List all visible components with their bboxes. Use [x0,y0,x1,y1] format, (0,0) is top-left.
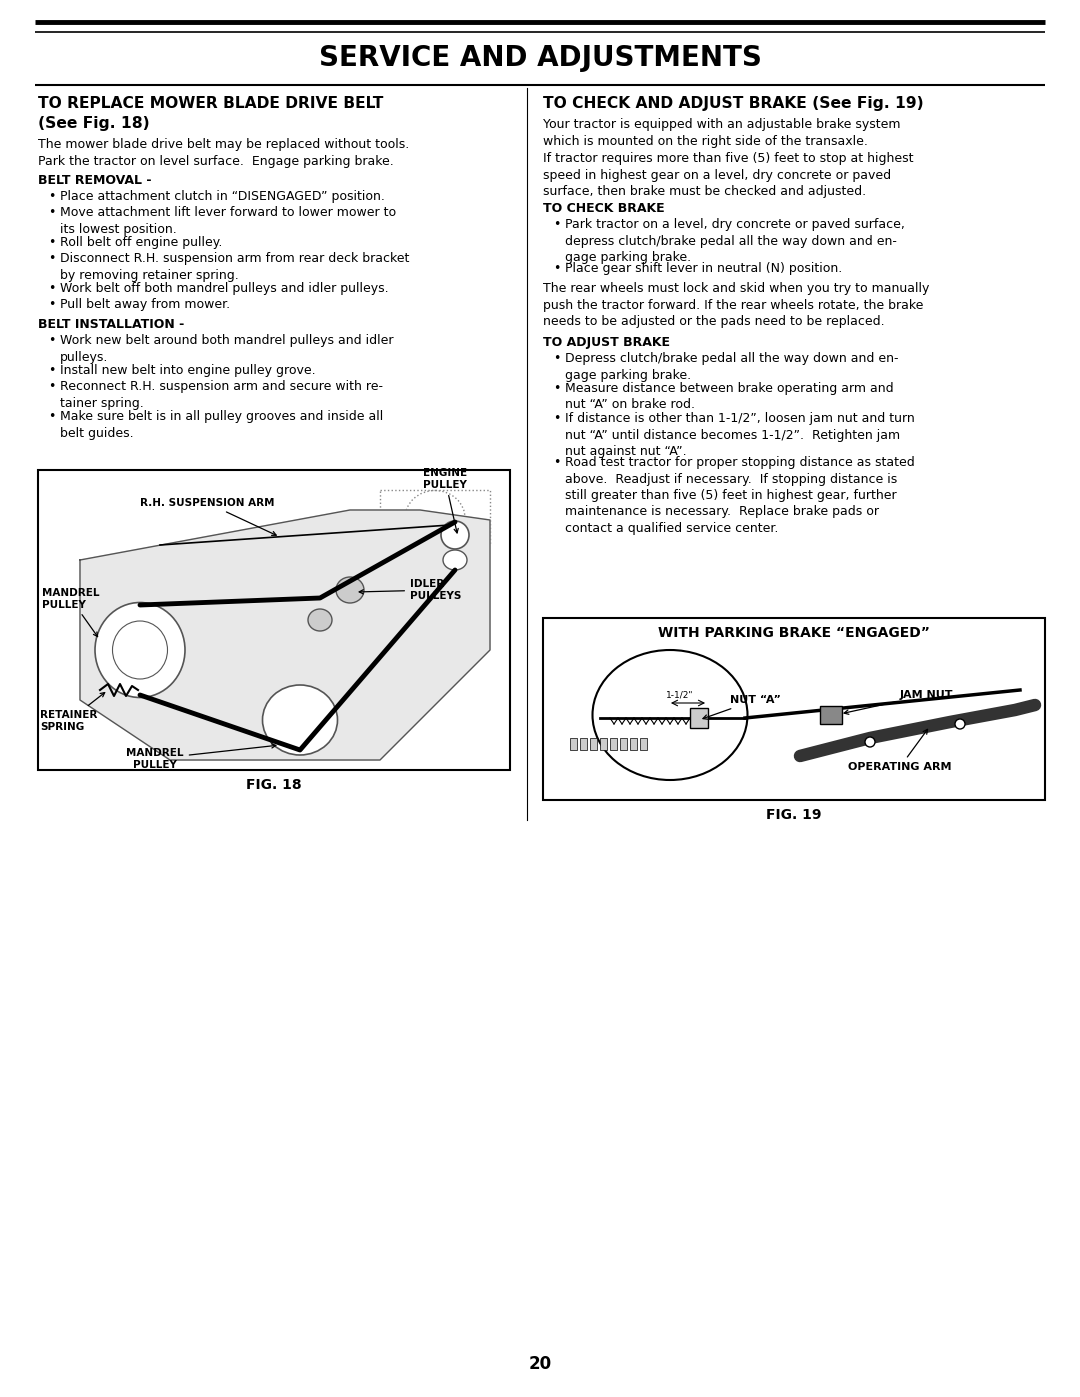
Bar [820,705,842,724]
Text: Your tractor is equipped with an adjustable brake system
which is mounted on the: Your tractor is equipped with an adjusta… [543,117,901,148]
Text: •: • [48,251,55,265]
Bar [570,738,577,750]
Text: •: • [553,381,561,395]
Text: SERVICE AND ADJUSTMENTS: SERVICE AND ADJUSTMENTS [319,43,761,73]
Ellipse shape [95,602,185,697]
Text: Place gear shift lever in neutral (N) position.: Place gear shift lever in neutral (N) po… [565,263,842,275]
Text: Reconnect R.H. suspension arm and secure with re-
tainer spring.: Reconnect R.H. suspension arm and secure… [60,380,383,409]
Text: FIG. 19: FIG. 19 [766,807,822,821]
Text: JAM NUT: JAM NUT [845,690,954,714]
Text: MANDREL
PULLEY: MANDREL PULLEY [42,588,99,637]
Text: MANDREL
PULLEY: MANDREL PULLEY [126,743,275,770]
Text: •: • [48,205,55,219]
Text: TO ADJUST BRAKE: TO ADJUST BRAKE [543,337,670,349]
Text: •: • [553,412,561,425]
Ellipse shape [308,609,332,631]
Polygon shape [80,510,490,760]
Text: 20: 20 [528,1355,552,1373]
Text: Move attachment lift lever forward to lower mower to
its lowest position.: Move attachment lift lever forward to lo… [60,205,396,236]
Text: ENGINE
PULLEY: ENGINE PULLEY [423,468,467,532]
Text: BELT REMOVAL -: BELT REMOVAL - [38,175,151,187]
Text: •: • [48,298,55,312]
Text: •: • [48,282,55,295]
Bar [690,708,708,728]
Bar [590,738,597,750]
Text: Work belt off both mandrel pulleys and idler pulleys.: Work belt off both mandrel pulleys and i… [60,282,389,295]
Text: •: • [48,409,55,423]
Bar [640,738,647,750]
Text: The rear wheels must lock and skid when you try to manually
push the tractor for: The rear wheels must lock and skid when … [543,282,930,328]
Text: Pull belt away from mower.: Pull belt away from mower. [60,298,230,312]
Text: •: • [553,218,561,231]
Text: •: • [553,263,561,275]
Text: Road test tractor for proper stopping distance as stated
above.  Readjust if nec: Road test tractor for proper stopping di… [565,455,915,535]
Text: Work new belt around both mandrel pulleys and idler
pulleys.: Work new belt around both mandrel pulley… [60,334,393,363]
Bar [580,738,588,750]
Text: RETAINER
SPRING: RETAINER SPRING [40,693,105,732]
Text: Disconnect R.H. suspension arm from rear deck bracket
by removing retainer sprin: Disconnect R.H. suspension arm from rear… [60,251,409,282]
Ellipse shape [336,577,364,604]
Bar [620,738,627,750]
Text: Install new belt into engine pulley grove.: Install new belt into engine pulley grov… [60,365,315,377]
Ellipse shape [443,550,467,570]
Text: •: • [553,455,561,469]
Bar [600,738,607,750]
Text: TO CHECK AND ADJUST BRAKE (See Fig. 19): TO CHECK AND ADJUST BRAKE (See Fig. 19) [543,96,923,110]
Text: Park tractor on a level, dry concrete or paved surface,
depress clutch/brake ped: Park tractor on a level, dry concrete or… [565,218,905,264]
Text: BELT INSTALLATION -: BELT INSTALLATION - [38,319,185,331]
Text: Place attachment clutch in “DISENGAGED” position.: Place attachment clutch in “DISENGAGED” … [60,190,384,203]
Ellipse shape [955,719,966,729]
Text: If tractor requires more than five (5) feet to stop at highest
speed in highest : If tractor requires more than five (5) f… [543,152,914,198]
Text: •: • [553,352,561,365]
Text: IDLER
PULLEYS: IDLER PULLEYS [360,580,461,601]
Text: NUT “A”: NUT “A” [703,694,781,719]
Text: •: • [48,380,55,393]
Text: •: • [48,190,55,203]
Text: OPERATING ARM: OPERATING ARM [848,729,951,773]
Text: 1-1/2": 1-1/2" [666,692,693,700]
Text: If distance is other than 1-1/2”, loosen jam nut and turn
nut “A” until distance: If distance is other than 1-1/2”, loosen… [565,412,915,458]
Text: FIG. 18: FIG. 18 [246,778,301,792]
Bar [543,617,1045,800]
Text: Depress clutch/brake pedal all the way down and en-
gage parking brake.: Depress clutch/brake pedal all the way d… [565,352,899,381]
Bar [630,738,637,750]
Text: •: • [48,365,55,377]
Ellipse shape [262,685,337,754]
Text: R.H. SUSPENSION ARM: R.H. SUSPENSION ARM [140,497,276,535]
Text: TO REPLACE MOWER BLADE DRIVE BELT: TO REPLACE MOWER BLADE DRIVE BELT [38,96,383,110]
Text: The mower blade drive belt may be replaced without tools.
Park the tractor on le: The mower blade drive belt may be replac… [38,138,409,168]
Text: Measure distance between brake operating arm and
nut “A” on brake rod.: Measure distance between brake operating… [565,381,893,412]
Text: •: • [48,334,55,346]
Bar [610,738,617,750]
Ellipse shape [865,738,875,747]
Text: TO CHECK BRAKE: TO CHECK BRAKE [543,203,664,215]
Text: Make sure belt is in all pulley grooves and inside all
belt guides.: Make sure belt is in all pulley grooves … [60,409,383,440]
Text: Roll belt off engine pulley.: Roll belt off engine pulley. [60,236,222,249]
Text: (See Fig. 18): (See Fig. 18) [38,116,150,131]
Ellipse shape [441,521,469,549]
Text: •: • [48,236,55,249]
Bar [38,469,510,770]
Text: WITH PARKING BRAKE “ENGAGED”: WITH PARKING BRAKE “ENGAGED” [658,626,930,640]
Ellipse shape [593,650,747,780]
